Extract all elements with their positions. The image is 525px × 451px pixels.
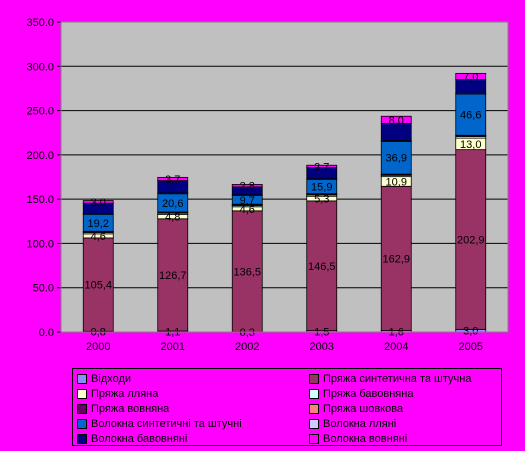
legend-label: Пряжа лляна <box>91 388 159 400</box>
data-label: 13,0 <box>460 139 481 151</box>
plot-border <box>60 21 509 333</box>
x-tick-label: 2004 <box>384 341 408 353</box>
legend-label: Пряжа бавовняна <box>323 388 414 400</box>
data-label: 136,5 <box>233 266 261 278</box>
bar-segment <box>82 237 114 332</box>
bar-segment <box>380 115 412 124</box>
x-tick-label: 2000 <box>86 341 110 353</box>
data-label: 5,3 <box>314 194 329 206</box>
data-label: 2,8 <box>240 181 255 193</box>
data-label: 7,0 <box>463 71 478 83</box>
legend-item: Волокна бавовняні <box>77 432 309 446</box>
x-tick-label: 2002 <box>235 341 259 353</box>
legend-swatch <box>309 434 319 444</box>
legend-grid: Відходи Пряжа синтетична та штучна Пряжа л… <box>77 372 497 446</box>
legend-label: Відходи <box>91 373 132 385</box>
data-label: 3,7 <box>165 174 180 186</box>
data-label: 1,1 <box>165 327 180 339</box>
legend-swatch <box>77 404 87 414</box>
legend-label: Волокна бавовняні <box>91 433 188 445</box>
legend-item: Волокна вовняні <box>309 432 499 446</box>
bar-segment <box>455 149 487 330</box>
y-tick-label: 50.0 <box>33 283 54 295</box>
legend-label: Пряжа синтетична та штучна <box>323 373 472 385</box>
y-tick-label: 300.0 <box>26 61 54 73</box>
bar-segment <box>157 176 189 182</box>
x-tick-label: 2005 <box>459 341 483 353</box>
data-label: 162,9 <box>382 253 410 265</box>
data-label: 10,9 <box>386 176 407 188</box>
data-label: 4,6 <box>240 204 255 216</box>
legend-item: Волокна синтетичні та штучні <box>77 417 309 431</box>
data-label: 105,4 <box>84 280 112 292</box>
y-tick-label: 350.0 <box>26 17 54 29</box>
data-label: 46,6 <box>460 110 481 122</box>
bar-segment <box>157 218 189 332</box>
legend-swatch <box>309 374 319 384</box>
legend: Відходи Пряжа синтетична та штучна Пряжа л… <box>72 368 502 446</box>
bar-segment <box>306 164 338 169</box>
legend-swatch <box>309 404 319 414</box>
bar-segment <box>455 93 487 136</box>
y-tick-label: 200.0 <box>26 150 54 162</box>
bar-segment <box>306 200 338 332</box>
bar-segment <box>231 184 263 188</box>
data-label: 20,6 <box>162 198 183 210</box>
data-label: 9,7 <box>240 195 255 207</box>
data-label: 8,0 <box>389 115 404 127</box>
x-tick-labels: 2000 2001 2002 2003 2004 2005 <box>86 341 483 353</box>
legend-item: Пряжа шовкова <box>309 402 499 416</box>
data-labels: 0,8105,44,619,23,01,1126,74,820,63,70,31… <box>84 71 484 338</box>
data-label: 19,2 <box>88 218 109 230</box>
legend-item: Пряжа лляна <box>77 387 309 401</box>
legend-label: Пряжа шовкова <box>323 403 404 415</box>
y-tick-label: 0.0 <box>39 327 54 339</box>
data-label: 126,7 <box>159 270 187 282</box>
x-tick-label: 2001 <box>161 341 185 353</box>
data-label: 4,6 <box>91 231 106 243</box>
legend-label: Волокна вовняні <box>323 433 408 445</box>
bar-segment <box>231 210 263 333</box>
bar-segment <box>82 200 114 204</box>
data-label: 202,9 <box>457 234 485 246</box>
legend-label: Волокна лляні <box>323 418 397 430</box>
legend-label: Волокна синтетичні та штучні <box>91 418 242 430</box>
data-label: 2,7 <box>314 161 329 173</box>
legend-item: Пряжа синтетична та штучна <box>309 372 499 386</box>
data-label: 0,3 <box>240 327 255 339</box>
y-tick-labels: 0.0 50.0 100.0 150.0 200.0 250.0 300.0 350.0 <box>26 17 54 339</box>
legend-swatch <box>77 434 87 444</box>
y-tick-label: 250.0 <box>26 106 54 118</box>
data-label: 15,9 <box>311 182 332 194</box>
data-label: 0,8 <box>91 327 106 339</box>
data-label: 36,9 <box>386 153 407 165</box>
plot-area <box>61 22 508 332</box>
legend-swatch <box>77 419 87 429</box>
y-tick-label: 100.0 <box>26 238 54 250</box>
x-tick-label: 2003 <box>310 341 334 353</box>
legend-swatch <box>309 389 319 399</box>
data-label: 4,8 <box>165 212 180 224</box>
legend-item: Відходи <box>77 372 309 386</box>
y-tick-label: 150.0 <box>26 194 54 206</box>
legend-label: Пряжа вовняна <box>91 403 170 415</box>
legend-swatch <box>309 419 319 429</box>
legend-item: Пряжа бавовняна <box>309 387 499 401</box>
legend-swatch <box>77 374 87 384</box>
bar-segment <box>380 140 412 175</box>
legend-item: Волокна лляні <box>309 417 499 431</box>
legend-item: Пряжа вовняна <box>77 402 309 416</box>
bars <box>82 72 487 333</box>
legend-swatch <box>77 389 87 399</box>
bar-segment <box>455 72 487 80</box>
data-label: 146,5 <box>308 261 336 273</box>
data-label: 3,0 <box>91 197 106 209</box>
